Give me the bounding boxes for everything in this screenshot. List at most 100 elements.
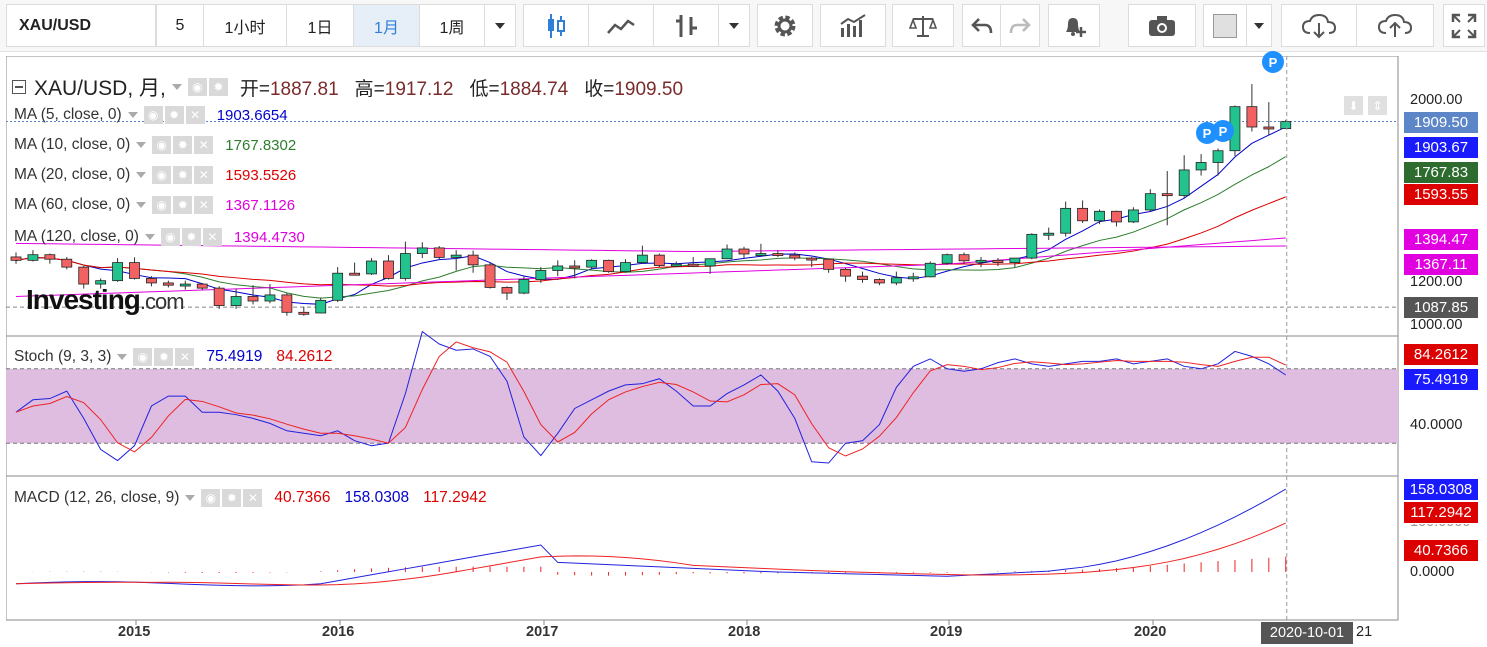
chart-canvas[interactable] (6, 56, 1487, 647)
ma-value: 1767.8302 (225, 136, 297, 154)
eye-icon[interactable]: ◉ (201, 489, 221, 507)
stoch-legend: Stoch (9, 3, 3) ◉ ✹ ✕ 75.4919 84.2612 (14, 348, 332, 366)
macd-line-value: 158.0308 (344, 489, 410, 506)
undo-icon (970, 17, 992, 33)
eye-icon[interactable]: ◉ (152, 136, 172, 154)
gear-icon[interactable]: ✹ (173, 196, 193, 214)
indicators-button[interactable] (820, 4, 886, 47)
screenshot-button[interactable] (1128, 4, 1196, 47)
fullscreen-button[interactable] (1443, 4, 1485, 47)
chart-area[interactable]: Investing.com XAU/USD, 月, ◉ ✹ 开=1887.81 高… (6, 51, 1487, 647)
eye-icon[interactable]: ◉ (152, 166, 172, 184)
main-legend: XAU/USD, 月, ◉ ✹ 开=1887.81 高=1917.12 低=188… (12, 72, 683, 102)
close-icon[interactable]: ✕ (175, 348, 195, 366)
chevron-down-icon[interactable] (144, 234, 155, 240)
gear-icon[interactable]: ✹ (181, 228, 201, 246)
price-tick-1000: 1000.00 (1410, 317, 1463, 333)
eye-icon[interactable]: ◉ (187, 78, 207, 96)
candles-chart-type-button[interactable] (523, 4, 589, 47)
compare-button[interactable] (892, 4, 954, 47)
color-picker-button[interactable] (1203, 4, 1247, 47)
chevron-down-icon[interactable] (171, 84, 182, 90)
interval-5-button[interactable]: 5 (156, 4, 204, 47)
gear-icon[interactable]: ✹ (164, 106, 184, 124)
load-layout-button[interactable] (1281, 4, 1357, 47)
interval-1d-button[interactable]: 1日 (286, 4, 354, 47)
pivot-badge[interactable]: P (1212, 120, 1234, 142)
close-icon[interactable]: ✕ (194, 136, 214, 154)
gear-icon[interactable]: ✹ (222, 489, 242, 507)
redo-icon (1009, 17, 1031, 33)
bars-chart-type-button[interactable] (653, 4, 719, 47)
color-dropdown-button[interactable] (1246, 4, 1272, 47)
candle-body (857, 275, 868, 280)
chevron-down-icon[interactable] (127, 112, 138, 118)
candle-body (78, 266, 90, 285)
gear-icon[interactable]: ✹ (173, 166, 193, 184)
eye-icon[interactable]: ◉ (152, 196, 172, 214)
close-icon[interactable]: ✕ (243, 489, 263, 507)
eye-icon[interactable]: ◉ (160, 228, 180, 246)
redo-button[interactable] (1000, 4, 1040, 47)
add-alert-button[interactable] (1048, 4, 1100, 47)
bell-plus-icon (1066, 17, 1086, 37)
investing-watermark: Investing.com (26, 284, 185, 316)
interval-1m-button[interactable]: 1月 (353, 4, 420, 47)
stoch-tick-40: 40.0000 (1410, 417, 1463, 433)
candle-body (637, 254, 648, 263)
macd-legend: MACD (12, 26, close, 9) ◉ ✹ ✕ 40.7366 158.… (14, 489, 487, 507)
macd-hist-tag: 40.7366 (1404, 540, 1478, 561)
candle-body (44, 254, 56, 260)
candle-body (61, 258, 73, 268)
candle-body (298, 311, 310, 315)
chevron-down-icon[interactable] (136, 172, 147, 178)
candle-body (1263, 126, 1275, 130)
candle-body (1144, 193, 1156, 211)
candle-body (1043, 232, 1055, 236)
candle-body (27, 254, 39, 261)
candle-body (721, 248, 733, 260)
line-chart-icon (607, 18, 635, 34)
chart-type-dropdown-button[interactable] (718, 4, 750, 47)
candle-body (687, 263, 699, 267)
candle-body (179, 283, 191, 287)
area-chart-type-button[interactable] (588, 4, 654, 47)
scroll-both-button[interactable]: ⇕ (1368, 96, 1387, 115)
eye-icon[interactable]: ◉ (133, 348, 153, 366)
macd-tick-0: 0.0000 (1410, 564, 1455, 580)
interval-1w-button[interactable]: 1周 (419, 4, 485, 47)
watermark-main: Investing (26, 284, 141, 315)
macd-signal-tag: 117.2942 (1404, 502, 1478, 523)
interval-1h-button[interactable]: 1小时 (203, 4, 287, 47)
chevron-down-icon[interactable] (136, 142, 147, 148)
candle-body (230, 296, 242, 306)
undo-button[interactable] (962, 4, 1001, 47)
candle-body (95, 280, 107, 285)
close-icon[interactable]: ✕ (194, 196, 214, 214)
interval-dropdown-button[interactable] (484, 4, 516, 47)
year-label: 2016 (322, 624, 355, 640)
gear-icon[interactable]: ✹ (208, 78, 228, 96)
dashed-level-tag: 1087.85 (1404, 297, 1478, 318)
gear-icon[interactable]: ✹ (154, 348, 174, 366)
close-icon[interactable]: ✕ (202, 228, 222, 246)
candle-body (1161, 193, 1173, 197)
ma-label: MA (60, close, 0) (14, 196, 131, 213)
gear-icon[interactable]: ✹ (173, 136, 193, 154)
chevron-down-icon[interactable] (136, 202, 147, 208)
save-layout-button[interactable] (1356, 4, 1434, 47)
ma-legend-4: MA (120, close, 0) ◉ ✹ ✕ 1394.4730 (14, 228, 305, 246)
chevron-down-icon[interactable] (117, 354, 128, 360)
settings-button[interactable] (757, 4, 813, 47)
eye-icon[interactable]: ◉ (143, 106, 163, 124)
pivot-badge[interactable]: P (1262, 51, 1284, 73)
chevron-down-icon[interactable] (185, 495, 196, 501)
collapse-icon[interactable] (12, 80, 26, 94)
close-icon[interactable]: ✕ (194, 166, 214, 184)
close-icon[interactable]: ✕ (185, 106, 205, 124)
candle-body (1094, 210, 1105, 222)
ma-controls: ◉ ✹ ✕ (152, 166, 214, 184)
macd-hist-value: 40.7366 (274, 489, 331, 506)
symbol-search-input[interactable]: XAU/USD (6, 4, 156, 47)
scroll-down-button[interactable]: ⬇ (1344, 96, 1363, 115)
